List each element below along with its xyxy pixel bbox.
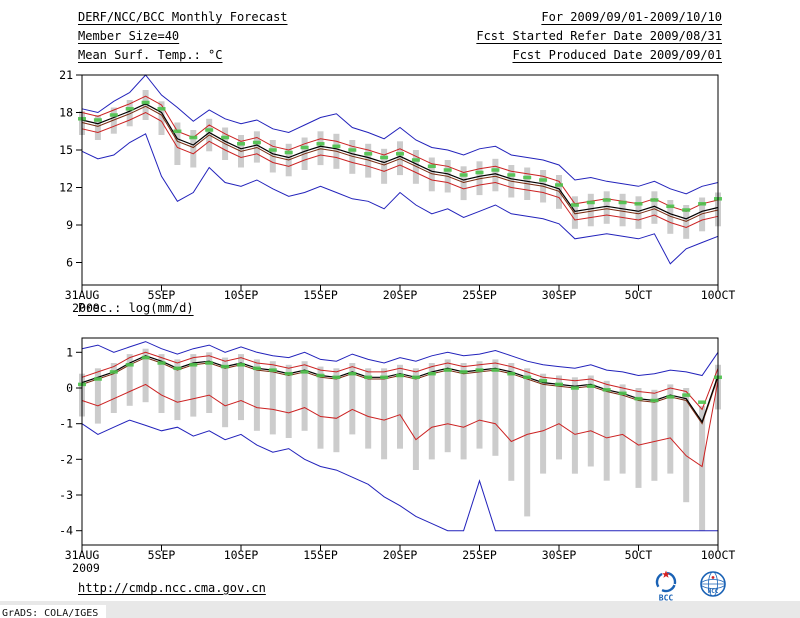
temp-series-lower_quartile [81, 111, 719, 229]
temp-series-max [81, 74, 719, 195]
grads-credit: GrADS: COLA/IGES [0, 605, 107, 618]
prec-y-tick-label: -3 [59, 488, 73, 502]
forecast-range-label: For 2009/09/01-2009/10/10 [541, 10, 722, 24]
temp-x-tick-label: 5OCT [625, 288, 653, 302]
prec-year-label: 2009 [72, 561, 100, 575]
temp-series-median [81, 105, 719, 222]
page-title: DERF/NCC/BCC Monthly Forecast [78, 10, 288, 24]
prec-y-tick-label: -2 [59, 452, 73, 466]
temp-y-tick-label: 21 [59, 68, 73, 82]
bcc-logo-label: BCC [659, 594, 674, 603]
header-right: For 2009/09/01-2009/10/10 Fcst Started R… [476, 8, 722, 65]
prec-x-tick-label: 20SEP [383, 548, 418, 562]
temp-x-tick-label: 31AUG [65, 288, 100, 302]
produced-date-label: Fcst Produced Date 2009/09/01 [512, 48, 722, 62]
header-left: DERF/NCC/BCC Monthly Forecast Member Siz… [78, 8, 288, 65]
prec-series-climatology_markers [78, 355, 722, 404]
temp-x-tick-label: 15SEP [303, 288, 338, 302]
grads-credit-bar: GrADS: COLA/IGES [0, 601, 800, 618]
temp-y-tick-label: 18 [59, 106, 73, 120]
prec-y-tick-label: 1 [66, 345, 73, 359]
prec-y-tick-label: 0 [66, 381, 73, 395]
temp-series-climatology_markers [78, 100, 722, 212]
temp-y-axis: 6 9 12 15 18 21 [59, 68, 82, 270]
website-link[interactable]: http://cmdp.ncc.cma.gov.cn [78, 581, 266, 595]
prec-y-axis: 1 0 -1 -2 -3 -4 [59, 345, 82, 538]
bcc-logo-icon: BCC [655, 570, 677, 603]
temp-x-axis: 31AUG 5SEP 10SEP 15SEP 20SEP 25SEP 30SEP 5OCT 10… [65, 285, 736, 315]
temp-panel-label: Mean Surf. Temp.: °C [78, 48, 223, 62]
temp-y-tick-label: 12 [59, 181, 73, 195]
temp-ensemble-spread-bars [79, 90, 721, 239]
temp-x-tick-label: 25SEP [462, 288, 497, 302]
prec-y-tick-label: -4 [59, 524, 73, 538]
prec-x-tick-label: 10OCT [701, 548, 736, 562]
temp-series-upper_quartile [81, 95, 719, 212]
refer-date-label: Fcst Started Refer Date 2009/08/31 [476, 29, 722, 43]
temp-series-mean [81, 103, 719, 220]
prec-x-tick-label: 5SEP [148, 548, 176, 562]
prec-x-tick-label: 15SEP [303, 548, 338, 562]
temp-x-tick-label: 10OCT [701, 288, 736, 302]
temp-series-min [81, 133, 719, 265]
temp-y-tick-label: 15 [59, 143, 73, 157]
temp-y-tick-label: 6 [66, 256, 73, 270]
temp-x-tick-label: 5SEP [148, 288, 176, 302]
prec-series-max [81, 341, 719, 377]
temp-x-tick-label: 30SEP [542, 288, 577, 302]
prec-x-axis: 31AUG 5SEP 10SEP 15SEP 20SEP 25SEP 30SEP 5OCT 10… [65, 545, 736, 575]
prec-ensemble-spread-bars [79, 348, 721, 531]
prec-series-upper_quartile [81, 351, 719, 411]
prec-x-tick-label: 25SEP [462, 548, 497, 562]
temp-year-label: 2009 [72, 301, 100, 315]
prec-x-tick-label: 5OCT [625, 548, 653, 562]
temp-y-tick-label: 9 [66, 218, 73, 232]
footer-logos: BCC NCC [648, 569, 732, 602]
prec-series-lower_quartile [81, 380, 719, 468]
prec-x-tick-label: 10SEP [224, 548, 259, 562]
ncc-logo-icon: NCC [700, 571, 726, 597]
prec-y-tick-label: -1 [59, 417, 73, 431]
prec-series-mean [81, 355, 719, 424]
temp-x-tick-label: 20SEP [383, 288, 418, 302]
prec-x-tick-label: 30SEP [542, 548, 577, 562]
prec-series-min [81, 419, 718, 532]
temp-plot-box [81, 74, 719, 286]
member-size-label: Member Size=40 [78, 29, 180, 43]
prec-x-tick-label: 31AUG [65, 548, 100, 562]
ncc-logo-label: NCC [708, 588, 719, 595]
temp-x-tick-label: 10SEP [224, 288, 259, 302]
prec-panel-label: Prec.: log(mm/d) [78, 301, 194, 315]
